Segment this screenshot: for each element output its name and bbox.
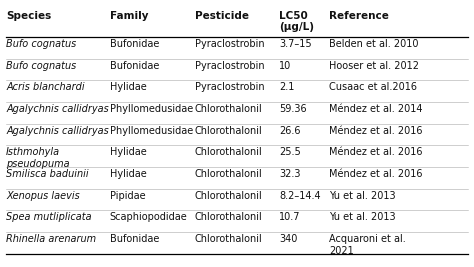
Text: Pesticide: Pesticide — [195, 11, 248, 21]
Text: Xenopus laevis: Xenopus laevis — [6, 191, 80, 201]
Text: Bufo cognatus: Bufo cognatus — [6, 39, 76, 49]
Text: Chlorothalonil: Chlorothalonil — [195, 191, 262, 201]
Text: Méndez et al. 2016: Méndez et al. 2016 — [329, 169, 422, 179]
Text: Chlorothalonil: Chlorothalonil — [195, 212, 262, 222]
Text: Bufo cognatus: Bufo cognatus — [6, 61, 76, 70]
Text: Isthmohyla
pseudopuma: Isthmohyla pseudopuma — [6, 147, 70, 169]
Text: Scaphiopodidae: Scaphiopodidae — [110, 212, 188, 222]
Text: Chlorothalonil: Chlorothalonil — [195, 169, 262, 179]
Text: Agalychnis callidryas: Agalychnis callidryas — [6, 125, 109, 136]
Text: Chlorothalonil: Chlorothalonil — [195, 234, 262, 244]
Text: Bufonidae: Bufonidae — [110, 61, 159, 70]
Text: Pyraclostrobin: Pyraclostrobin — [195, 82, 264, 92]
Text: 10: 10 — [279, 61, 292, 70]
Text: Pipidae: Pipidae — [110, 191, 146, 201]
Text: 3.7–15: 3.7–15 — [279, 39, 312, 49]
Text: Pyraclostrobin: Pyraclostrobin — [195, 39, 264, 49]
Text: 26.6: 26.6 — [279, 125, 301, 136]
Text: Agalychnis callidryas: Agalychnis callidryas — [6, 104, 109, 114]
Text: Belden et al. 2010: Belden et al. 2010 — [329, 39, 419, 49]
Text: Family: Family — [110, 11, 148, 21]
Text: Spea mutliplicata: Spea mutliplicata — [6, 212, 92, 222]
Text: Hylidae: Hylidae — [110, 147, 146, 157]
Text: Méndez et al. 2014: Méndez et al. 2014 — [329, 104, 422, 114]
Text: Chlorothalonil: Chlorothalonil — [195, 125, 262, 136]
Text: Acquaroni et al.
2021: Acquaroni et al. 2021 — [329, 234, 406, 256]
Text: Hooser et al. 2012: Hooser et al. 2012 — [329, 61, 419, 70]
Text: Chlorothalonil: Chlorothalonil — [195, 104, 262, 114]
Text: Méndez et al. 2016: Méndez et al. 2016 — [329, 147, 422, 157]
Text: Yu et al. 2013: Yu et al. 2013 — [329, 212, 395, 222]
Text: Smilisca baduinii: Smilisca baduinii — [6, 169, 89, 179]
Text: Cusaac et al.2016: Cusaac et al.2016 — [329, 82, 417, 92]
Text: Hylidae: Hylidae — [110, 82, 146, 92]
Text: 32.3: 32.3 — [279, 169, 301, 179]
Text: Phyllomedusidae: Phyllomedusidae — [110, 125, 193, 136]
Text: Bufonidae: Bufonidae — [110, 39, 159, 49]
Text: Chlorothalonil: Chlorothalonil — [195, 147, 262, 157]
Text: 10.7: 10.7 — [279, 212, 301, 222]
Text: 340: 340 — [279, 234, 298, 244]
Text: 2.1: 2.1 — [279, 82, 295, 92]
Text: Phyllomedusidae: Phyllomedusidae — [110, 104, 193, 114]
Text: Hylidae: Hylidae — [110, 169, 146, 179]
Text: Species: Species — [6, 11, 51, 21]
Text: Bufonidae: Bufonidae — [110, 234, 159, 244]
Text: 25.5: 25.5 — [279, 147, 301, 157]
Text: 59.36: 59.36 — [279, 104, 307, 114]
Text: Yu et al. 2013: Yu et al. 2013 — [329, 191, 395, 201]
Text: 8.2–14.4: 8.2–14.4 — [279, 191, 321, 201]
Text: LC50
(μg/L): LC50 (μg/L) — [279, 11, 314, 32]
Text: Méndez et al. 2016: Méndez et al. 2016 — [329, 125, 422, 136]
Text: Reference: Reference — [329, 11, 389, 21]
Text: Rhinella arenarum: Rhinella arenarum — [6, 234, 96, 244]
Text: Pyraclostrobin: Pyraclostrobin — [195, 61, 264, 70]
Text: Acris blanchardi: Acris blanchardi — [6, 82, 85, 92]
